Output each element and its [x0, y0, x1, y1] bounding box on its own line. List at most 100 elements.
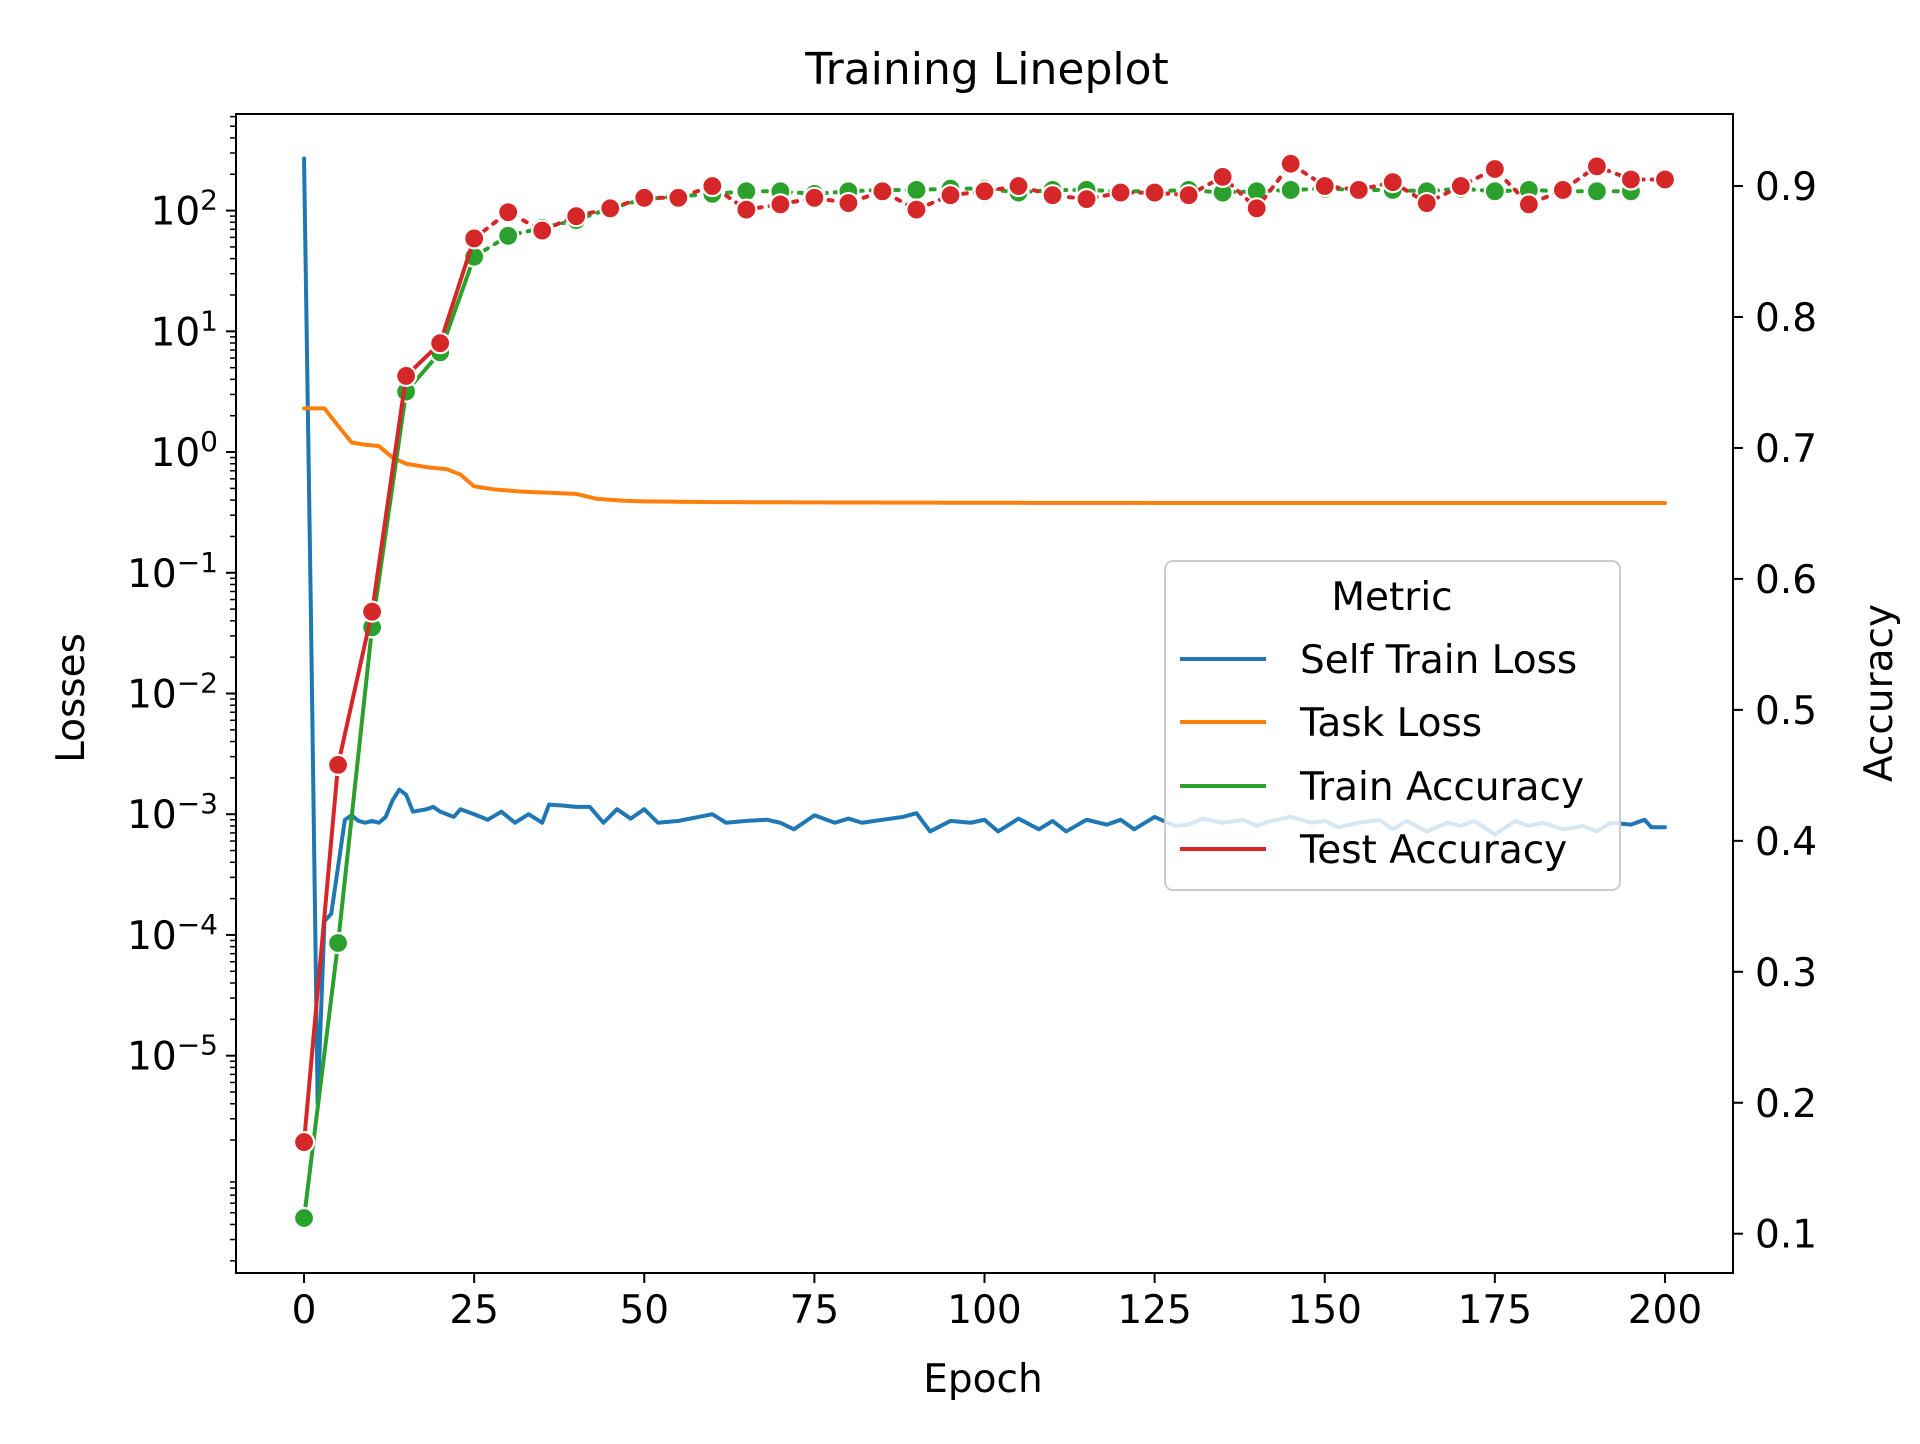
- legend-label-test-accuracy: Test Accuracy: [1299, 828, 1567, 873]
- left-tick-label-exponent: −2: [177, 667, 218, 700]
- test-accuracy-point-28: [1245, 197, 1268, 220]
- left-tick-label-exponent: −1: [177, 546, 218, 579]
- left-axis-label: Losses: [49, 633, 94, 763]
- test-accuracy-point-5: [463, 227, 486, 250]
- legend-label-train-accuracy: Train Accuracy: [1299, 765, 1584, 810]
- x-tick-label-25: 25: [449, 1288, 499, 1333]
- test-accuracy-point-16: [837, 191, 860, 215]
- left-tick-label--1: 10−1: [127, 546, 218, 597]
- test-accuracy-point-31: [1347, 178, 1370, 202]
- test-accuracy-point-38: [1585, 155, 1609, 178]
- x-tick-label-75: 75: [790, 1288, 840, 1333]
- left-tick-label-2: 102: [151, 184, 218, 235]
- test-accuracy-point-8: [565, 205, 588, 228]
- test-accuracy-point-2: [360, 600, 384, 623]
- test-accuracy-point-27: [1211, 165, 1234, 188]
- right-tick-label-0.9: 0.9: [1755, 165, 1817, 210]
- x-tick-label-175: 175: [1458, 1288, 1532, 1333]
- left-tick-label-exponent: −5: [177, 1029, 218, 1062]
- left-tick-label--5: 10−5: [127, 1029, 218, 1080]
- right-axis-label: Accuracy: [1857, 604, 1902, 782]
- test-accuracy-point-10: [633, 186, 656, 209]
- x-tick-label-150: 150: [1288, 1288, 1362, 1333]
- train-accuracy-point-35: [1483, 180, 1506, 203]
- series-layer: [292, 152, 1677, 1230]
- test-accuracy-point-6: [497, 201, 520, 224]
- x-tick-label-200: 200: [1628, 1288, 1702, 1333]
- test-accuracy-point-23: [1075, 188, 1098, 211]
- train-accuracy-point-29: [1279, 178, 1302, 202]
- test-accuracy-point-15: [803, 186, 826, 209]
- left-tick-label-exponent: 1: [200, 304, 218, 337]
- test-accuracy-point-26: [1177, 184, 1200, 207]
- left-tick-label-exponent: −4: [177, 908, 218, 941]
- left-tick-label-base: 10: [151, 190, 201, 235]
- x-tick-label-100: 100: [947, 1288, 1021, 1333]
- legend-label-task-loss: Task Loss: [1299, 701, 1482, 746]
- test-accuracy-point-13: [735, 198, 758, 221]
- left-tick-label--3: 10−3: [127, 787, 218, 838]
- left-tick-label-base: 10: [151, 431, 201, 476]
- right-tick-label-0.7: 0.7: [1755, 427, 1817, 472]
- test-accuracy-point-33: [1415, 191, 1438, 215]
- right-tick-label-0.1: 0.1: [1755, 1213, 1817, 1258]
- train-accuracy-point-18: [905, 178, 928, 202]
- left-tick-label-0: 100: [151, 425, 218, 476]
- test-accuracy-point-19: [939, 184, 962, 207]
- test-accuracy-point-3: [395, 364, 418, 388]
- test-accuracy-point-34: [1449, 174, 1472, 198]
- test-accuracy-point-29: [1279, 152, 1302, 175]
- test-accuracy-point-30: [1313, 174, 1336, 198]
- left-tick-label-base: 10: [151, 310, 201, 355]
- test-accuracy-point-12: [701, 174, 724, 198]
- train-accuracy-point-13: [735, 180, 758, 203]
- test-accuracy-point-32: [1381, 171, 1404, 194]
- test-accuracy-point-18: [905, 198, 928, 221]
- left-tick-label-exponent: 2: [200, 184, 218, 217]
- left-tick-label-exponent: 0: [200, 425, 218, 458]
- test-accuracy-point-17: [871, 180, 894, 203]
- x-tick-label-0: 0: [292, 1288, 317, 1333]
- test-accuracy-point-40: [1653, 168, 1677, 191]
- test-accuracy-point-7: [531, 219, 554, 242]
- legend-title: Metric: [1331, 575, 1452, 620]
- task-loss-line: [302, 406, 1667, 506]
- right-tick-label-0.4: 0.4: [1755, 820, 1817, 865]
- left-tick-label-base: 10: [127, 1035, 177, 1080]
- test-accuracy-point-25: [1143, 181, 1166, 204]
- right-tick-label-0.3: 0.3: [1755, 951, 1817, 996]
- legend: Metric Self Train Loss Task Loss Train A…: [1164, 560, 1621, 891]
- test-accuracy-point-1: [326, 753, 350, 776]
- test-accuracy-point-4: [429, 332, 452, 355]
- x-tick-label-50: 50: [619, 1288, 669, 1333]
- test-accuracy-point-0: [292, 1130, 316, 1154]
- x-tick-label-125: 125: [1117, 1288, 1191, 1333]
- legend-box: [1164, 560, 1621, 891]
- chart-title: Training Lineplot: [804, 44, 1169, 95]
- x-axis-label: Epoch: [923, 1357, 1042, 1402]
- right-tick-label-0.5: 0.5: [1755, 689, 1817, 734]
- left-tick-label--4: 10−4: [127, 908, 218, 959]
- test-accuracy-point-39: [1619, 168, 1643, 191]
- left-tick-label-base: 10: [127, 552, 177, 597]
- test-accuracy-point-21: [1007, 174, 1030, 198]
- test-accuracy-point-24: [1109, 181, 1132, 204]
- test-accuracy-point-36: [1517, 193, 1540, 216]
- right-tick-label-0.8: 0.8: [1755, 296, 1817, 341]
- left-tick-label-base: 10: [127, 673, 177, 718]
- test-accuracy-point-9: [599, 197, 622, 220]
- train-accuracy-point-6: [497, 224, 520, 247]
- left-tick-label-exponent: −3: [177, 787, 218, 820]
- right-tick-label-0.2: 0.2: [1755, 1082, 1817, 1127]
- legend-label-self-train-loss: Self Train Loss: [1300, 638, 1577, 683]
- test-accuracy-point-37: [1551, 178, 1574, 202]
- train-accuracy-point-0: [292, 1206, 316, 1230]
- left-tick-label-base: 10: [127, 793, 177, 838]
- test-accuracy-point-35: [1483, 157, 1506, 181]
- right-tick-label-0.6: 0.6: [1755, 558, 1817, 603]
- left-tick-label-1: 101: [151, 304, 218, 355]
- test-accuracy-point-20: [973, 180, 996, 203]
